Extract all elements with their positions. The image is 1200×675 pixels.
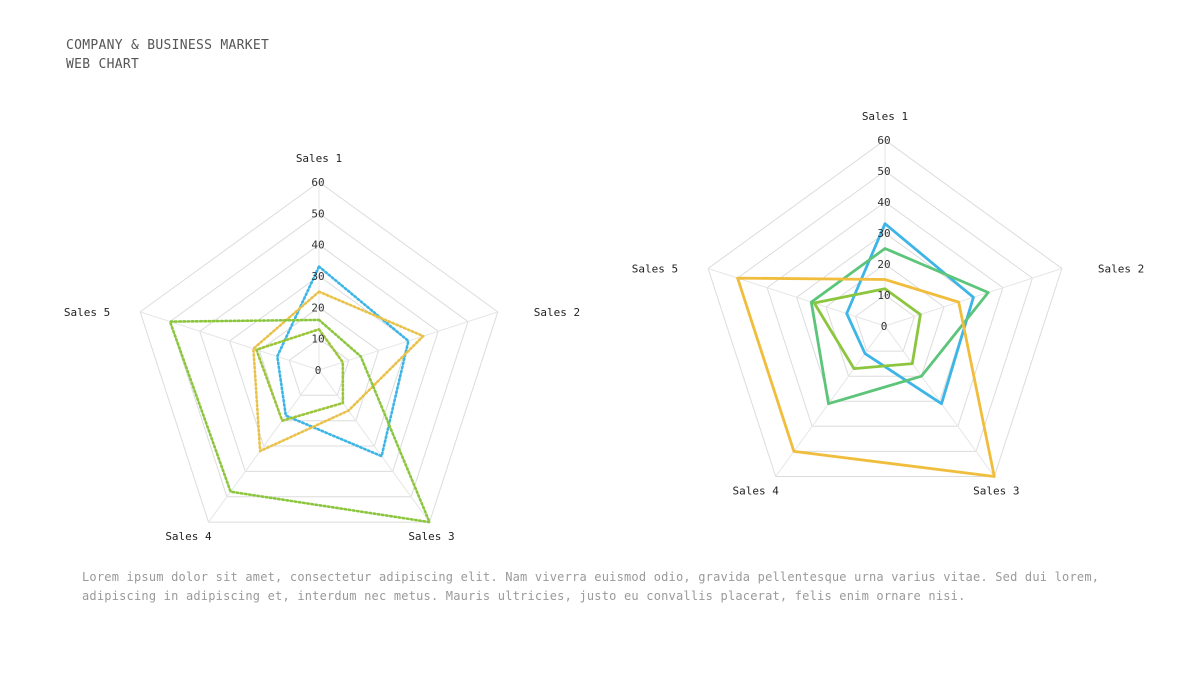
series-4-line	[812, 287, 922, 371]
axis-label: Sales 5	[632, 263, 678, 276]
grid-ring	[139, 181, 499, 523]
grid-ring	[288, 338, 350, 396]
axis-label: Sales 5	[64, 306, 110, 319]
series-2-line	[252, 290, 425, 453]
axis-spoke	[707, 268, 886, 327]
grid-ring	[169, 212, 469, 498]
axis-label: Sales 2	[534, 306, 580, 319]
page-header: COMPANY & BUSINESS MARKET WEB CHART	[66, 36, 269, 74]
grid-ring	[707, 139, 1063, 477]
tick-label: 20	[877, 258, 890, 271]
tick-label: 60	[877, 134, 890, 147]
grid-ring	[199, 244, 439, 472]
tick-label: 0	[881, 320, 888, 333]
tick-label: 20	[311, 301, 324, 314]
grid-ring	[766, 201, 1004, 427]
grid-ring	[737, 170, 1033, 452]
series-3-line	[168, 318, 431, 524]
tick-label: 30	[877, 227, 890, 240]
axis-spoke	[208, 369, 320, 523]
axis-label: Sales 4	[165, 530, 212, 543]
axis-label: Sales 2	[1098, 263, 1144, 276]
series-4-line	[255, 327, 345, 423]
axis-spoke	[318, 369, 430, 523]
axis-label: Sales 3	[973, 485, 1019, 498]
grid-ring	[854, 294, 916, 352]
series-2-line	[809, 247, 990, 406]
axis-label: Sales 1	[862, 110, 908, 123]
tick-label: 40	[311, 239, 324, 252]
tick-label: 50	[877, 165, 890, 178]
description-text: Lorem ipsum dolor sit amet, consectetur …	[82, 570, 1100, 603]
page-title: COMPANY & BUSINESS MARKET	[66, 38, 270, 53]
tick-label: 10	[877, 289, 890, 302]
grid-ring	[258, 306, 380, 422]
tick-label: 10	[311, 333, 324, 346]
tick-label: 50	[311, 207, 324, 220]
axis-label: Sales 3	[408, 530, 454, 543]
radar-chart-left: 0 10 20 30 40 50 60 Sales 1 Sales 2 Sales 3 Sales …	[64, 152, 580, 543]
series-3-line	[736, 276, 996, 478]
axis-label: Sales 4	[733, 485, 780, 498]
tick-label: 0	[315, 364, 322, 377]
tick-label: 40	[877, 196, 890, 209]
radar-charts: 0 10 20 30 40 50 60 Sales 1 Sales 2 Sales 3 Sales …	[64, 110, 1145, 543]
tick-label: 30	[311, 270, 324, 283]
tick-label: 60	[311, 176, 324, 189]
axis-label: Sales 1	[296, 152, 342, 165]
series-1-line	[845, 222, 975, 406]
page-subtitle: WEB CHART	[66, 57, 140, 72]
radar-chart-right: 0 10 20 30 40 50 60 Sales 1 Sales 2 Sales 3 Sales …	[632, 110, 1145, 498]
